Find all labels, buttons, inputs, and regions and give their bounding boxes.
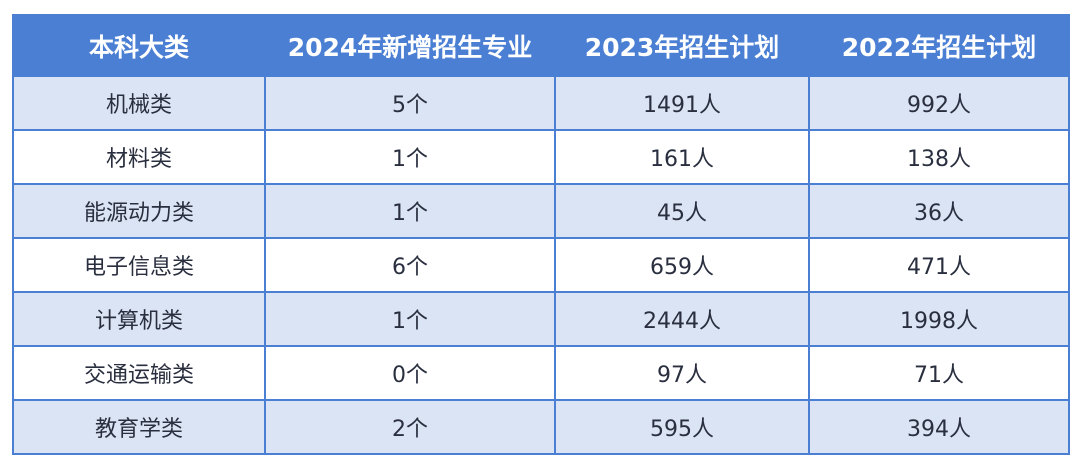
header-category: 本科大类	[12, 14, 266, 77]
enrollment-table-container: 本科大类 2024年新增招生专业 2023年招生计划 2022年招生计划 机械类…	[12, 14, 1070, 455]
cell-plan-2023: 45人	[554, 183, 810, 239]
cell-new-majors: 1个	[264, 291, 556, 347]
table-row: 计算机类 1个 2444人 1998人	[12, 291, 1070, 347]
cell-plan-2022: 1998人	[808, 291, 1070, 347]
enrollment-table: 本科大类 2024年新增招生专业 2023年招生计划 2022年招生计划 机械类…	[12, 14, 1070, 455]
table-row: 教育学类 2个 595人 394人	[12, 399, 1070, 455]
cell-new-majors: 2个	[264, 399, 556, 455]
table-row: 能源动力类 1个 45人 36人	[12, 183, 1070, 239]
cell-plan-2022: 138人	[808, 129, 1070, 185]
table-row: 材料类 1个 161人 138人	[12, 129, 1070, 185]
header-new-majors-2024: 2024年新增招生专业	[264, 14, 556, 77]
cell-new-majors: 1个	[264, 129, 556, 185]
cell-new-majors: 6个	[264, 237, 556, 293]
cell-plan-2023: 97人	[554, 345, 810, 401]
cell-category: 机械类	[12, 75, 266, 131]
header-plan-2023: 2023年招生计划	[554, 14, 810, 77]
cell-plan-2023: 1491人	[554, 75, 810, 131]
cell-plan-2022: 992人	[808, 75, 1070, 131]
cell-category: 教育学类	[12, 399, 266, 455]
table-row: 交通运输类 0个 97人 71人	[12, 345, 1070, 401]
header-plan-2022: 2022年招生计划	[808, 14, 1070, 77]
cell-new-majors: 0个	[264, 345, 556, 401]
cell-plan-2023: 161人	[554, 129, 810, 185]
cell-plan-2022: 71人	[808, 345, 1070, 401]
cell-plan-2022: 471人	[808, 237, 1070, 293]
cell-category: 能源动力类	[12, 183, 266, 239]
cell-plan-2022: 394人	[808, 399, 1070, 455]
cell-category: 交通运输类	[12, 345, 266, 401]
cell-plan-2023: 659人	[554, 237, 810, 293]
cell-new-majors: 5个	[264, 75, 556, 131]
cell-category: 材料类	[12, 129, 266, 185]
cell-category: 计算机类	[12, 291, 266, 347]
cell-plan-2022: 36人	[808, 183, 1070, 239]
table-row: 机械类 5个 1491人 992人	[12, 75, 1070, 131]
cell-plan-2023: 595人	[554, 399, 810, 455]
header-row: 本科大类 2024年新增招生专业 2023年招生计划 2022年招生计划	[12, 14, 1070, 77]
cell-plan-2023: 2444人	[554, 291, 810, 347]
table-row: 电子信息类 6个 659人 471人	[12, 237, 1070, 293]
cell-new-majors: 1个	[264, 183, 556, 239]
cell-category: 电子信息类	[12, 237, 266, 293]
